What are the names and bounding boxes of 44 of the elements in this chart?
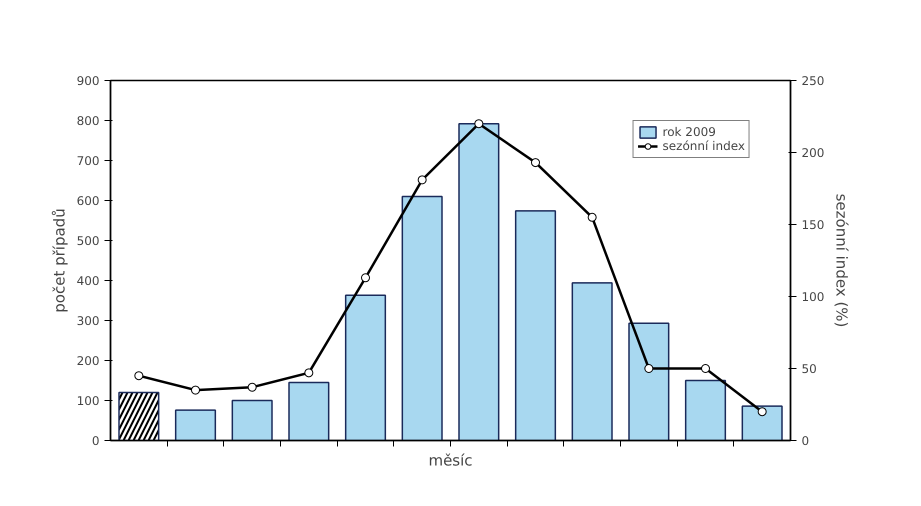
- point: [474, 119, 484, 128]
- point: [361, 273, 370, 282]
- y-tick-label: 800: [76, 114, 100, 128]
- y-tick-label: 200: [76, 354, 100, 368]
- bar: [344, 294, 386, 440]
- y-tick-label: 700: [76, 154, 100, 168]
- point: [531, 158, 540, 168]
- point: [644, 364, 654, 373]
- y2-tick-label: 250: [802, 74, 824, 88]
- y2-tick-label: 0: [802, 434, 810, 448]
- point: [191, 386, 200, 395]
- y-tick-label: 400: [76, 274, 100, 288]
- y-tick-label: 900: [76, 74, 100, 88]
- y2-tick-label: 150: [802, 218, 824, 232]
- y2-tick-label: 100: [802, 290, 824, 304]
- legend-label: rok 2009: [662, 125, 716, 139]
- y-tick-label: 500: [76, 234, 100, 248]
- point: [418, 175, 427, 184]
- point: [134, 371, 144, 380]
- x-axis-title: měsíc: [428, 452, 473, 470]
- legend-label: sezónní index: [662, 139, 745, 153]
- bar: [628, 322, 670, 440]
- bar: [458, 122, 500, 440]
- point: [588, 212, 597, 222]
- y-axis-title: počet případů: [50, 208, 69, 313]
- y2-tick-label: 50: [802, 362, 817, 376]
- bar: [174, 409, 216, 440]
- y2-axis-title: sezónní index (%): [832, 194, 850, 328]
- bar: [572, 282, 613, 440]
- bar: [288, 382, 330, 440]
- bar: [402, 196, 443, 440]
- point: [248, 382, 257, 392]
- y2-tick-label: 200: [802, 146, 824, 160]
- bar: [684, 380, 726, 440]
- point: [758, 407, 767, 416]
- bar: [232, 400, 273, 440]
- y-tick-label: 100: [76, 394, 100, 408]
- point: [304, 368, 314, 378]
- y-tick-label: 300: [76, 314, 100, 328]
- point: [701, 364, 710, 373]
- bar: [514, 210, 556, 440]
- y-tick-label: 0: [92, 434, 100, 448]
- bar: [742, 405, 783, 440]
- y-tick-label: 600: [76, 194, 100, 208]
